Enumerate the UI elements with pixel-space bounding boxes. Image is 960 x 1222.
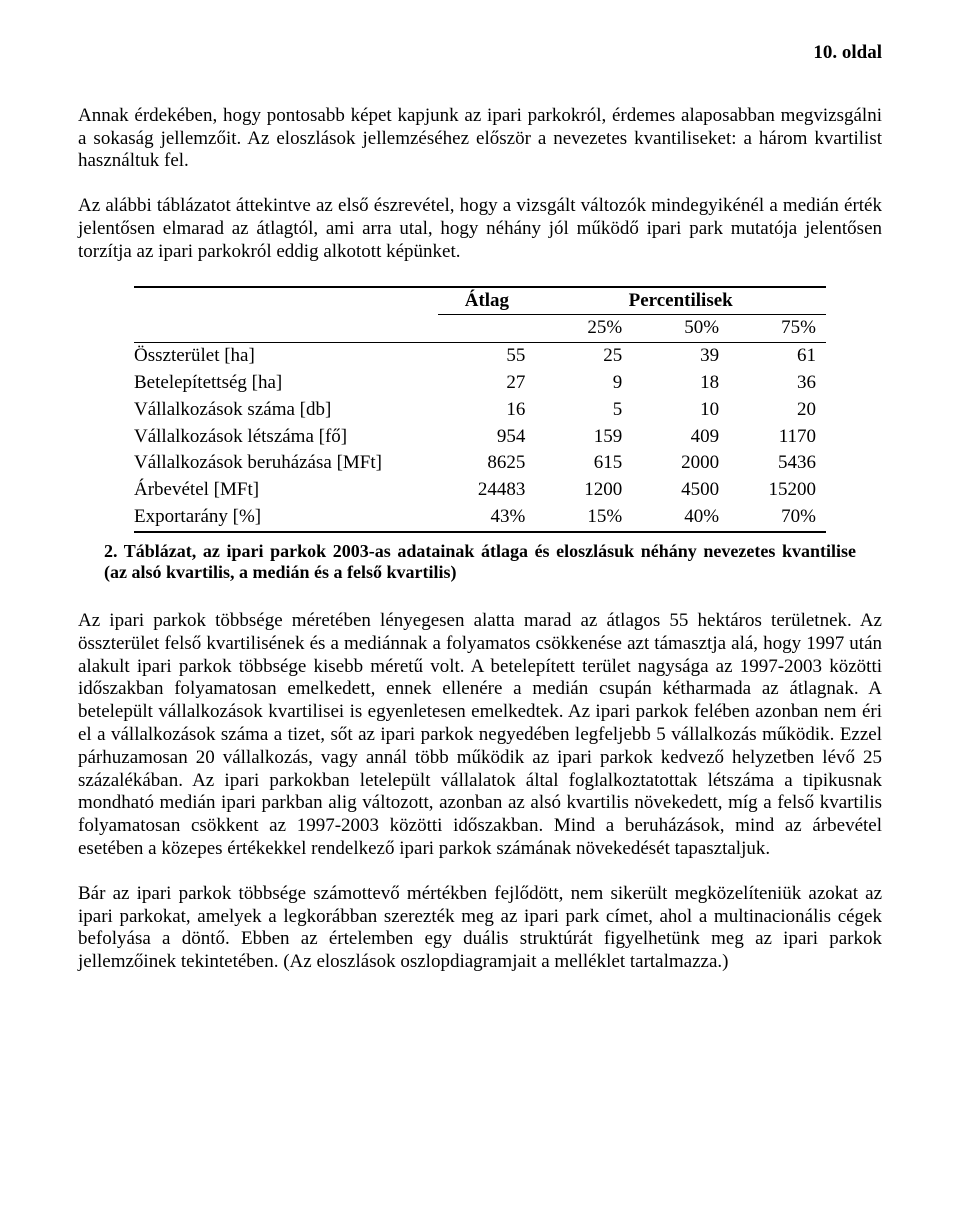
row-p25: 1200 [535, 477, 632, 504]
row-label: Vállalkozások száma [db] [134, 397, 438, 424]
row-p75: 5436 [729, 450, 826, 477]
paragraph-4: Bár az ipari parkok többsége számottevő … [78, 883, 882, 974]
row-p75: 20 [729, 397, 826, 424]
table-caption: 2. Táblázat, az ipari parkok 2003-as ada… [104, 541, 856, 584]
row-p25: 615 [535, 450, 632, 477]
row-mean: 43% [438, 504, 535, 532]
table-row: Exportarány [%] 43% 15% 40% 70% [134, 504, 826, 532]
table-row: Vállalkozások száma [db] 16 5 10 20 [134, 397, 826, 424]
table-subheader-50: 50% [632, 315, 729, 343]
row-mean: 55 [438, 343, 535, 370]
paragraph-2: Az alábbi táblázatot áttekintve az első … [78, 195, 882, 263]
row-mean: 16 [438, 397, 535, 424]
page-number: 10. oldal [78, 42, 882, 65]
table-header-percentiles: Percentilisek [535, 287, 826, 315]
row-mean: 27 [438, 370, 535, 397]
row-p75: 15200 [729, 477, 826, 504]
row-label: Vállalkozások beruházása [MFt] [134, 450, 438, 477]
row-p50: 4500 [632, 477, 729, 504]
row-p75: 36 [729, 370, 826, 397]
row-label: Összterület [ha] [134, 343, 438, 370]
stats-table-container: Átlag Percentilisek 25% 50% 75% Összterü… [134, 286, 826, 533]
table-header-row: Átlag Percentilisek [134, 287, 826, 315]
row-label: Exportarány [%] [134, 504, 438, 532]
row-p75: 61 [729, 343, 826, 370]
table-row: Árbevétel [MFt] 24483 1200 4500 15200 [134, 477, 826, 504]
row-p75: 1170 [729, 424, 826, 451]
table-subheader-row: 25% 50% 75% [134, 315, 826, 343]
row-p50: 10 [632, 397, 729, 424]
table-row: Vállalkozások létszáma [fő] 954 159 409 … [134, 424, 826, 451]
row-p25: 5 [535, 397, 632, 424]
row-p50: 18 [632, 370, 729, 397]
table-header-mean: Átlag [438, 287, 535, 315]
row-p25: 159 [535, 424, 632, 451]
row-p25: 15% [535, 504, 632, 532]
row-p50: 39 [632, 343, 729, 370]
row-p50: 2000 [632, 450, 729, 477]
row-p50: 409 [632, 424, 729, 451]
row-p25: 9 [535, 370, 632, 397]
row-p25: 25 [535, 343, 632, 370]
table-row: Betelepítettség [ha] 27 9 18 36 [134, 370, 826, 397]
table-header-blank [134, 287, 438, 315]
table-row: Összterület [ha] 55 25 39 61 [134, 343, 826, 370]
row-label: Árbevétel [MFt] [134, 477, 438, 504]
table-subheader-25: 25% [535, 315, 632, 343]
table-row: Vállalkozások beruházása [MFt] 8625 615 … [134, 450, 826, 477]
row-mean: 8625 [438, 450, 535, 477]
stats-table: Átlag Percentilisek 25% 50% 75% Összterü… [134, 286, 826, 533]
paragraph-3: Az ipari parkok többsége méretében lénye… [78, 610, 882, 861]
row-mean: 954 [438, 424, 535, 451]
row-p75: 70% [729, 504, 826, 532]
row-label: Vállalkozások létszáma [fő] [134, 424, 438, 451]
table-subheader-75: 75% [729, 315, 826, 343]
paragraph-1: Annak érdekében, hogy pontosabb képet ka… [78, 105, 882, 173]
row-p50: 40% [632, 504, 729, 532]
row-label: Betelepítettség [ha] [134, 370, 438, 397]
row-mean: 24483 [438, 477, 535, 504]
